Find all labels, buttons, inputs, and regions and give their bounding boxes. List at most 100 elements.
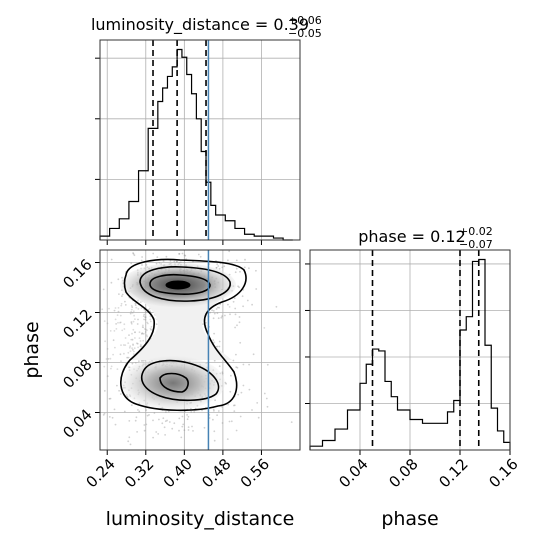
sample-point — [123, 410, 126, 413]
sample-point — [213, 341, 216, 344]
phase-y-tick-label-1: 0.12 — [59, 305, 95, 341]
sample-point — [164, 434, 167, 436]
sample-point — [127, 356, 130, 359]
sample-point — [193, 411, 196, 413]
sample-point — [143, 424, 146, 426]
sample-point — [129, 246, 131, 248]
sample-point — [197, 253, 200, 256]
sample-point — [126, 356, 128, 359]
sample-point — [171, 427, 174, 430]
sample-point — [221, 315, 224, 317]
sample-point — [221, 372, 224, 375]
sample-point — [121, 293, 124, 296]
sample-point — [234, 271, 237, 274]
sample-point — [242, 384, 245, 387]
sample-point — [228, 250, 231, 253]
sample-point — [146, 329, 148, 332]
sample-point — [187, 415, 190, 418]
sample-point — [119, 321, 121, 324]
sample-point — [142, 332, 145, 335]
sample-point — [165, 411, 167, 413]
sample-point — [263, 327, 266, 329]
sample-point — [235, 366, 238, 368]
phase-x-tick-label-2: 0.12 — [435, 455, 471, 491]
sample-point — [152, 252, 155, 255]
sample-point — [88, 329, 90, 331]
sample-point — [216, 312, 219, 315]
sample-point — [109, 330, 112, 332]
sample-point — [131, 362, 134, 365]
sample-point — [119, 393, 122, 395]
sample-point — [86, 289, 88, 291]
sample-point — [131, 338, 134, 341]
sample-point — [199, 255, 202, 258]
sample-point — [170, 243, 172, 245]
phase-histogram-frame — [309, 249, 511, 451]
sample-point — [148, 414, 150, 416]
phase-histogram-steps — [309, 258, 511, 450]
sample-point — [134, 302, 137, 305]
sample-point — [178, 253, 181, 255]
sample-point — [244, 258, 246, 261]
sample-point — [187, 429, 190, 431]
sample-point — [106, 375, 109, 378]
joint-density-peak-contour — [165, 280, 191, 290]
phase-quantile-lines — [371, 250, 480, 450]
sample-point — [141, 264, 143, 266]
sample-point — [201, 460, 203, 462]
sample-point — [248, 267, 250, 270]
sample-point — [144, 318, 147, 321]
sample-point — [164, 420, 167, 423]
joint-density-upper-inner-contour — [149, 273, 211, 295]
sample-point — [183, 261, 186, 264]
sample-point — [167, 410, 170, 413]
sample-point — [186, 418, 189, 421]
sample-point — [175, 260, 178, 263]
sample-point — [116, 314, 119, 317]
sample-point — [155, 323, 158, 326]
sample-point — [152, 419, 154, 422]
sample-point — [226, 438, 229, 440]
sample-point — [235, 353, 237, 356]
sample-point — [185, 234, 187, 236]
sample-point — [114, 346, 116, 349]
sample-point — [240, 391, 243, 394]
sample-point — [133, 347, 136, 350]
sample-point — [132, 320, 135, 323]
sample-point — [137, 409, 139, 411]
sample-point — [118, 293, 120, 295]
sample-point — [218, 345, 221, 348]
sample-point — [134, 331, 136, 334]
sample-point — [236, 324, 238, 327]
sample-point — [213, 439, 216, 442]
sample-point — [116, 368, 119, 370]
sample-point — [132, 353, 135, 355]
sample-point — [227, 259, 229, 262]
sample-point — [235, 259, 238, 262]
sample-point — [218, 340, 221, 343]
luminosity-distance-histogram-frame — [99, 39, 301, 241]
sample-point — [209, 311, 212, 314]
sample-point — [130, 262, 133, 265]
sample-point — [147, 322, 149, 325]
sample-point — [143, 429, 146, 432]
sample-point — [134, 419, 137, 422]
sample-point — [230, 420, 233, 423]
joint-density-neck-fill — [128, 290, 232, 360]
sample-point — [139, 343, 142, 346]
sample-point — [115, 328, 118, 330]
sample-point — [173, 422, 176, 425]
sample-point — [149, 320, 152, 323]
sample-point — [234, 313, 237, 316]
sample-point — [138, 337, 141, 339]
sample-point — [134, 337, 136, 339]
sample-point — [203, 426, 206, 429]
sample-point — [187, 426, 190, 428]
sample-point — [134, 304, 137, 306]
sample-point — [141, 332, 144, 334]
sample-point — [128, 420, 131, 422]
sample-point — [150, 328, 153, 331]
sample-point — [236, 366, 239, 369]
luminosity-distance-title: luminosity_distance = 0.39 — [91, 15, 309, 35]
sample-point — [110, 365, 113, 368]
